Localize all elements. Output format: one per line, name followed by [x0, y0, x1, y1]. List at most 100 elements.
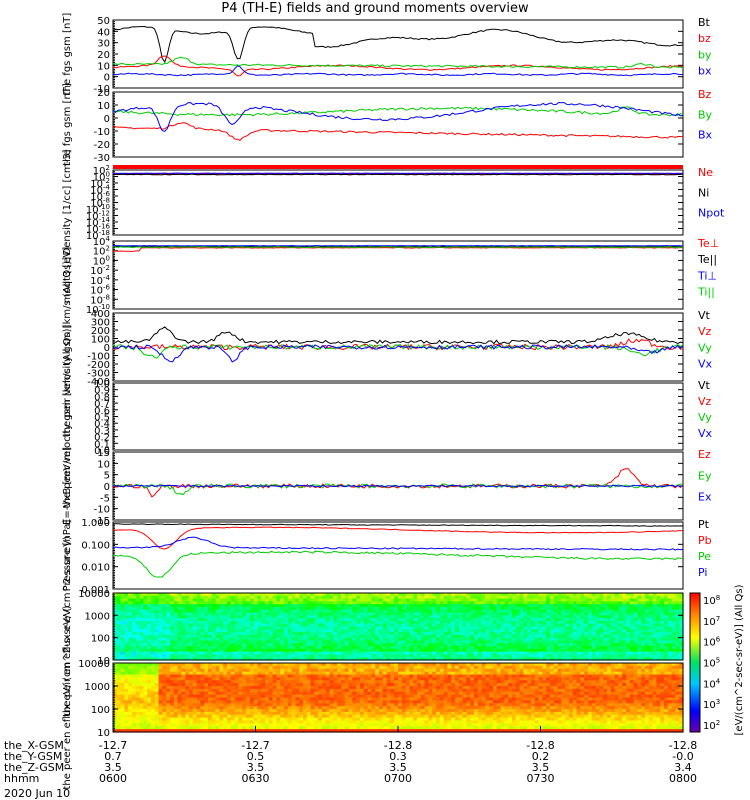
- heatmap-cell: [158, 623, 163, 628]
- heatmap-cell: [154, 651, 160, 656]
- heatmap-cell: [170, 648, 175, 653]
- heatmap-cell: [116, 593, 122, 597]
- heatmap-cell: [196, 593, 201, 597]
- series-Bz: [112, 122, 684, 141]
- legend-Ex: Ex: [698, 491, 712, 504]
- y-tick-label: -30: [94, 153, 110, 164]
- heatmap-cell: [113, 593, 118, 597]
- y-tick-label: 0.1: [94, 439, 110, 450]
- heatmap-cell: [204, 626, 209, 630]
- heatmap-cell: [120, 634, 125, 639]
- heatmap-cell: [139, 598, 144, 602]
- heatmap-cell: [223, 606, 228, 611]
- heatmap-cell: [208, 618, 213, 622]
- heatmap-cell: [124, 632, 129, 636]
- heatmap-cell: [120, 646, 125, 650]
- heatmap-cell: [154, 623, 160, 628]
- heatmap-cell: [120, 640, 125, 644]
- heatmap-cell: [135, 646, 141, 650]
- y-tick-label: 40: [97, 27, 110, 38]
- heatmap-cell: [204, 651, 209, 656]
- y-tick-label: -100: [87, 352, 110, 363]
- heatmap-cell: [113, 657, 118, 661]
- heatmap-cell: [219, 646, 224, 650]
- heatmap-cell: [215, 657, 220, 661]
- heatmap-cell: [177, 615, 182, 619]
- heatmap-cell: [128, 598, 133, 602]
- heatmap-cell: [135, 634, 141, 639]
- heatmap-cell: [219, 593, 224, 597]
- heatmap-cell: [116, 637, 122, 642]
- y-tick-label: 30: [97, 39, 110, 50]
- heatmap-cell: [185, 623, 190, 628]
- heatmap-cell: [166, 637, 171, 642]
- heatmap-cell: [166, 654, 171, 658]
- heatmap-cell: [151, 612, 156, 616]
- heatmap-cell: [120, 651, 125, 656]
- heatmap-cell: [147, 620, 152, 625]
- heatmap-cell: [154, 593, 160, 597]
- heatmap-cell: [120, 609, 125, 614]
- heatmap-cell: [120, 606, 125, 611]
- heatmap-cell: [166, 609, 171, 614]
- heatmap-cell: [124, 604, 129, 608]
- heatmap-cell: [181, 657, 186, 661]
- heatmap-cell: [147, 634, 152, 639]
- heatmap-cell: [135, 629, 141, 633]
- heatmap-cell: [154, 615, 160, 619]
- heatmap-cell: [192, 604, 198, 608]
- heatmap-cell: [173, 623, 179, 628]
- heatmap-cell: [177, 657, 182, 661]
- heatmap-cell: [166, 595, 171, 600]
- legend-by: by: [698, 48, 712, 61]
- heatmap-cell: [219, 609, 224, 614]
- heatmap-cell: [215, 654, 220, 658]
- legend-Vt: Vt: [698, 309, 711, 322]
- heatmap-cell: [154, 604, 160, 608]
- heatmap-cell: [135, 637, 141, 642]
- heatmap-cell: [139, 615, 144, 619]
- heatmap-cell: [147, 593, 152, 597]
- heatmap-cell: [185, 601, 190, 605]
- heatmap-cell: [189, 646, 194, 650]
- y-tick-label: 0: [104, 343, 110, 354]
- heatmap-cell: [139, 643, 144, 647]
- heatmap-cell: [204, 593, 209, 597]
- heatmap-cell: [143, 609, 148, 614]
- heatmap-cell: [170, 620, 175, 625]
- heatmap-cell: [208, 634, 213, 639]
- heatmap-cell: [116, 606, 122, 611]
- heatmap-cell: [162, 646, 167, 650]
- heatmap-cell: [181, 620, 186, 625]
- heatmap-cell: [158, 646, 163, 650]
- heatmap-cell: [204, 606, 209, 611]
- series-Bx: [112, 101, 684, 132]
- heatmap-cell: [154, 629, 160, 633]
- heatmap-cell: [170, 634, 175, 639]
- heatmap-cell: [154, 643, 160, 647]
- heatmap-cell: [215, 595, 220, 600]
- heatmap-cell: [143, 634, 148, 639]
- heatmap-cell: [219, 620, 224, 625]
- heatmap-cell: [208, 637, 213, 642]
- heatmap-cell: [208, 615, 213, 619]
- y-tick-label: 5: [104, 471, 110, 482]
- heatmap-cell: [151, 632, 156, 636]
- heatmap-cell: [113, 609, 118, 614]
- heatmap-cell: [132, 593, 137, 597]
- heatmap-cell: [208, 601, 213, 605]
- heatmap-cell: [170, 609, 175, 614]
- heatmap-cell: [219, 606, 224, 611]
- heatmap-cell: [196, 606, 201, 611]
- heatmap-cell: [151, 601, 156, 605]
- heatmap-cell: [189, 593, 194, 597]
- heatmap-cell: [139, 609, 144, 614]
- heatmap-cell: [200, 634, 205, 639]
- heatmap-cell: [154, 601, 160, 605]
- heatmap-cell: [162, 657, 167, 661]
- heatmap-cell: [132, 618, 137, 622]
- heatmap-cell: [181, 615, 186, 619]
- heatmap-cell: [162, 609, 167, 614]
- heatmap-cell: [200, 654, 205, 658]
- heatmap-cell: [128, 657, 133, 661]
